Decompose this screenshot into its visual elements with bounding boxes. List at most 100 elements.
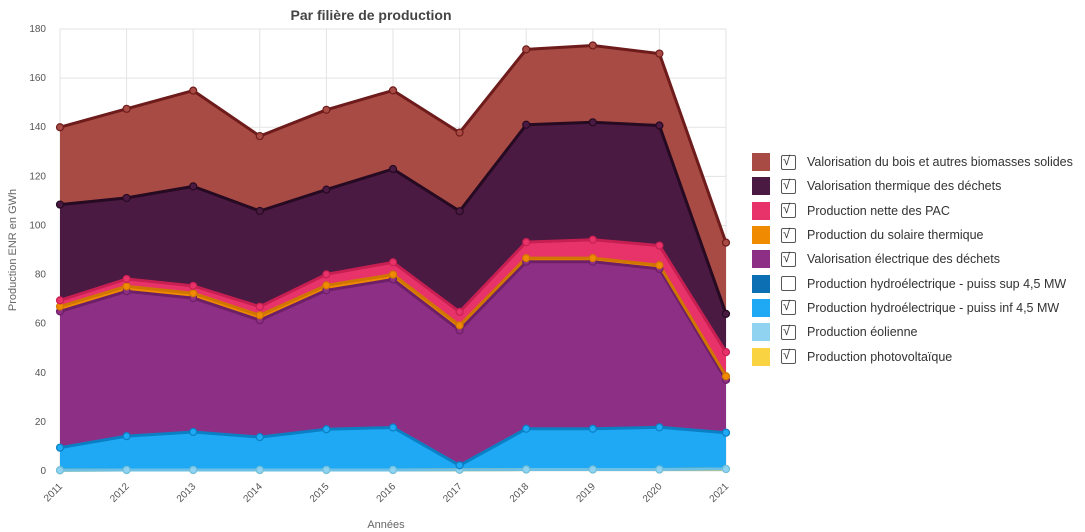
legend-checkbox[interactable] [781, 276, 796, 292]
point-series-7[interactable] [322, 185, 331, 194]
point-series-6[interactable] [455, 307, 464, 316]
point-series-6[interactable] [122, 274, 131, 284]
y-tick-label: 80 [35, 270, 47, 281]
point-series-2[interactable] [189, 427, 198, 437]
point-series-7[interactable] [189, 182, 198, 191]
point-series-1[interactable] [522, 465, 531, 474]
area-series-7 [60, 122, 726, 353]
legend-swatch [752, 323, 770, 342]
legend-checkbox[interactable]: √ [781, 347, 796, 365]
point-series-5[interactable] [122, 282, 131, 291]
check-icon: √ [783, 225, 791, 241]
x-tick-label: 2016 [375, 481, 399, 505]
point-series-7[interactable] [522, 120, 531, 129]
point-series-6[interactable] [189, 281, 198, 290]
point-series-7[interactable] [721, 309, 731, 318]
point-series-8[interactable] [255, 131, 264, 141]
point-series-8[interactable] [655, 49, 664, 58]
point-series-1[interactable] [189, 465, 198, 475]
point-series-2[interactable] [522, 424, 531, 433]
legend-swatch [752, 177, 770, 196]
point-series-5[interactable] [455, 321, 464, 330]
point-series-8[interactable] [388, 86, 398, 95]
point-series-2[interactable] [322, 425, 331, 434]
point-series-7[interactable] [655, 121, 664, 130]
point-series-8[interactable] [455, 128, 464, 137]
legend-checkbox[interactable]: √ [781, 322, 796, 340]
point-series-1[interactable] [721, 464, 731, 474]
point-series-8[interactable] [55, 123, 65, 132]
point-series-5[interactable] [655, 261, 664, 270]
point-series-6[interactable] [388, 258, 398, 267]
point-series-6[interactable] [588, 235, 597, 244]
legend: √ Valorisation du bois et autres biomasse… [752, 150, 1085, 369]
point-series-7[interactable] [255, 206, 264, 216]
point-series-8[interactable] [322, 105, 331, 114]
point-series-5[interactable] [522, 254, 531, 263]
point-series-1[interactable] [388, 465, 398, 475]
point-series-5[interactable] [189, 289, 198, 298]
legend-item[interactable]: Production hydroélectrique - puiss sup 4… [752, 271, 1085, 295]
point-series-2[interactable] [721, 428, 731, 437]
point-series-8[interactable] [721, 238, 731, 247]
legend-item[interactable]: √ Production nette des PAC [752, 199, 1085, 223]
legend-label: Production hydroélectrique - puiss inf 4… [807, 300, 1060, 315]
point-series-6[interactable] [255, 302, 264, 311]
point-series-2[interactable] [588, 424, 597, 433]
point-series-7[interactable] [455, 207, 464, 216]
legend-swatch [752, 226, 770, 245]
point-series-1[interactable] [55, 466, 65, 475]
legend-item[interactable]: √ Valorisation thermique des déchets [752, 174, 1085, 198]
legend-checkbox[interactable]: √ [781, 298, 796, 316]
point-series-5[interactable] [588, 254, 597, 263]
legend-item[interactable]: √ Production du solaire thermique [752, 223, 1085, 247]
check-icon: √ [783, 347, 791, 363]
point-series-2[interactable] [388, 423, 398, 432]
point-series-1[interactable] [322, 465, 331, 475]
point-series-5[interactable] [255, 311, 264, 320]
area-series-2 [60, 427, 726, 471]
point-series-8[interactable] [122, 104, 131, 113]
point-series-5[interactable] [721, 372, 731, 381]
point-series-7[interactable] [588, 118, 597, 127]
point-series-7[interactable] [55, 200, 65, 209]
point-series-1[interactable] [588, 465, 597, 474]
legend-checkbox[interactable]: √ [781, 225, 796, 243]
point-series-2[interactable] [122, 432, 131, 441]
point-series-5[interactable] [322, 281, 331, 290]
legend-item[interactable]: √ Production éolienne [752, 320, 1085, 344]
legend-checkbox[interactable]: √ [781, 176, 796, 194]
check-icon: √ [783, 201, 791, 217]
point-series-5[interactable] [388, 270, 398, 279]
point-series-7[interactable] [388, 164, 398, 174]
point-series-1[interactable] [255, 465, 264, 475]
legend-item[interactable]: √ Valorisation du bois et autres biomasse… [752, 150, 1085, 174]
check-icon: √ [783, 176, 791, 192]
point-series-8[interactable] [588, 41, 597, 50]
legend-item[interactable]: √ Production hydroélectrique - puiss inf … [752, 296, 1085, 320]
legend-checkbox[interactable]: √ [781, 153, 796, 170]
legend-checkbox[interactable]: √ [781, 201, 796, 219]
point-series-7[interactable] [122, 193, 131, 203]
legend-item[interactable]: √ Production photovoltaïque [752, 344, 1085, 368]
point-series-6[interactable] [721, 348, 731, 357]
point-series-2[interactable] [455, 461, 464, 470]
check-icon: √ [783, 322, 791, 338]
point-series-2[interactable] [55, 443, 65, 452]
area-series-4 [60, 261, 726, 466]
point-series-1[interactable] [122, 465, 131, 475]
point-series-1[interactable] [655, 465, 664, 474]
legend-item[interactable]: √ Valorisation électrique des déchets [752, 247, 1085, 271]
point-series-2[interactable] [655, 423, 664, 432]
point-series-2[interactable] [255, 433, 264, 442]
legend-checkbox[interactable]: √ [781, 250, 796, 267]
point-series-6[interactable] [55, 296, 65, 305]
point-series-6[interactable] [322, 270, 331, 279]
point-series-6[interactable] [522, 238, 531, 247]
point-series-8[interactable] [522, 45, 531, 54]
point-series-8[interactable] [189, 86, 198, 95]
point-series-6[interactable] [655, 241, 664, 250]
legend-label: Production hydroélectrique - puiss sup 4… [807, 276, 1067, 291]
x-tick-label: 2017 [441, 481, 465, 505]
